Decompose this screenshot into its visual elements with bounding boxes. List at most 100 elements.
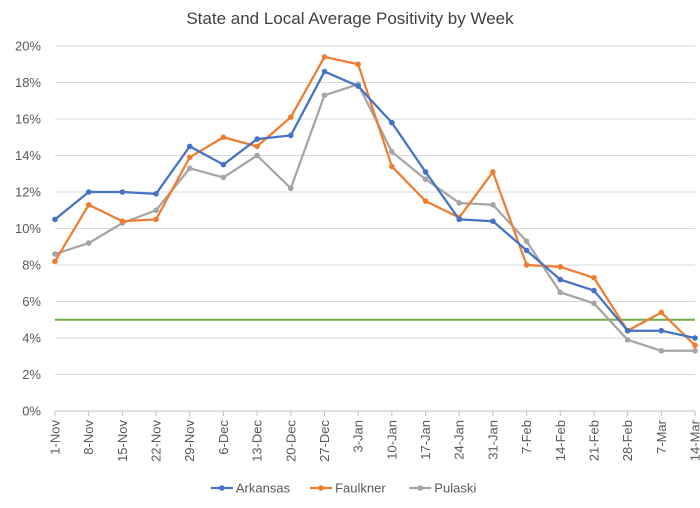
data-point — [119, 218, 126, 224]
data-point — [153, 207, 159, 214]
legend-item-pulaski: Pulaski — [409, 481, 476, 496]
data-point — [692, 347, 698, 354]
data-point — [254, 152, 260, 159]
data-point — [658, 327, 665, 334]
y-tick-label: 8% — [22, 258, 41, 273]
data-point — [490, 201, 496, 208]
data-point — [321, 92, 328, 99]
x-tick-label: 7-Feb — [519, 420, 534, 454]
data-point — [153, 216, 159, 223]
data-point — [624, 327, 631, 334]
data-point — [355, 61, 361, 68]
data-point — [287, 132, 294, 139]
legend-item-arkansas: Arkansas — [210, 481, 291, 496]
y-tick-label: 6% — [22, 294, 41, 309]
x-tick-label: 17-Jan — [418, 420, 433, 460]
data-point — [85, 189, 92, 195]
x-tick-label: 6-Dec — [216, 420, 231, 455]
data-point — [692, 335, 698, 341]
y-tick-label: 0% — [22, 404, 41, 419]
data-point — [186, 165, 193, 172]
legend-marker — [318, 485, 324, 491]
series-line — [54, 70, 696, 340]
data-point — [186, 154, 193, 161]
data-point — [692, 342, 698, 349]
data-point — [85, 240, 92, 246]
data-point — [422, 169, 429, 175]
data-point — [389, 163, 395, 170]
legend-item-faulkner: Faulkner — [310, 481, 386, 496]
gridlines — [55, 45, 695, 375]
data-point — [389, 149, 395, 155]
data-point — [658, 309, 665, 316]
y-axis-ticks: 0% 2% 4% 6% 8% 10% 12% 14% 16% 18% 20% — [15, 39, 41, 419]
legend-label: Faulkner — [335, 481, 386, 496]
data-point — [85, 201, 92, 208]
data-point — [456, 200, 463, 206]
data-point — [52, 216, 58, 223]
legend-label: Arkansas — [236, 481, 291, 496]
data-point — [523, 247, 530, 254]
data-point — [591, 300, 597, 307]
data-point — [523, 238, 530, 245]
series-group — [52, 54, 698, 354]
data-point — [321, 68, 328, 75]
data-point — [490, 169, 496, 175]
x-tick-label: 22-Nov — [149, 420, 164, 462]
data-point — [557, 264, 564, 270]
x-tick-label: 31-Jan — [485, 420, 500, 460]
data-point — [490, 218, 496, 224]
data-point — [254, 143, 260, 150]
data-point — [321, 54, 328, 60]
data-point — [220, 161, 227, 168]
x-tick-label: 13-Dec — [250, 420, 265, 462]
y-tick-label: 16% — [15, 112, 41, 127]
series-arkansas — [52, 68, 698, 341]
data-point — [52, 251, 58, 257]
data-point — [355, 83, 361, 89]
x-tick-label: 14-Feb — [553, 420, 568, 461]
x-tick-label: 8-Nov — [81, 420, 96, 455]
data-point — [119, 189, 126, 195]
data-point — [557, 289, 564, 296]
data-point — [254, 136, 260, 142]
data-point — [523, 262, 530, 268]
x-tick-label: 7-Mar — [654, 419, 669, 454]
data-point — [422, 198, 429, 204]
x-axis-ticks: 1-Nov 8-Nov 15-Nov 22-Nov 29-Nov 6-Dec 13-Dec 2… — [48, 411, 700, 462]
x-tick-label: 1-Nov — [48, 420, 63, 455]
y-tick-label: 10% — [15, 221, 41, 236]
x-tick-label: 14-Mar — [688, 419, 700, 461]
data-point — [287, 185, 294, 192]
legend-label: Pulaski — [434, 481, 476, 496]
data-point — [624, 337, 631, 343]
chart-title: State and Local Average Positivity by We… — [186, 9, 514, 28]
legend-marker — [417, 485, 424, 491]
x-tick-label: 20-Dec — [283, 420, 298, 462]
data-point — [186, 143, 193, 150]
y-tick-label: 12% — [15, 185, 41, 200]
data-point — [153, 191, 159, 197]
data-point — [52, 258, 58, 265]
y-tick-label: 18% — [15, 75, 41, 90]
y-tick-label: 4% — [22, 331, 41, 346]
data-point — [287, 114, 294, 120]
x-tick-label: 3-Jan — [351, 420, 366, 453]
data-point — [389, 119, 395, 126]
data-point — [422, 176, 429, 183]
y-tick-label: 20% — [15, 39, 41, 54]
data-point — [220, 174, 227, 181]
data-point — [658, 347, 665, 354]
series-line — [54, 55, 696, 347]
x-tick-label: 28-Feb — [620, 420, 635, 461]
y-tick-label: 2% — [22, 367, 41, 382]
x-tick-label: 29-Nov — [182, 420, 197, 462]
legend-marker — [219, 485, 225, 491]
legend: Arkansas Faulkner Pulaski — [210, 481, 476, 496]
x-tick-label: 21-Feb — [586, 420, 601, 461]
data-point — [557, 276, 564, 283]
x-tick-label: 15-Nov — [115, 420, 130, 462]
x-tick-label: 27-Dec — [317, 420, 332, 462]
